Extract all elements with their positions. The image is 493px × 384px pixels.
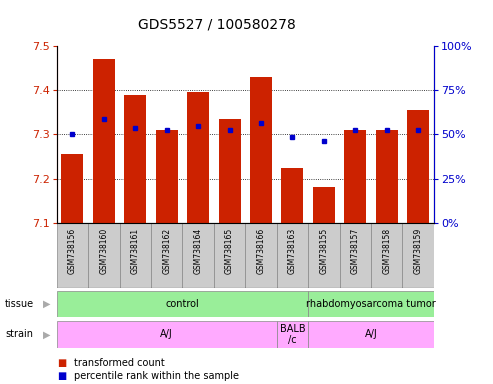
- Text: strain: strain: [5, 329, 33, 339]
- Text: percentile rank within the sample: percentile rank within the sample: [74, 371, 239, 381]
- Bar: [151, 223, 182, 288]
- Text: tissue: tissue: [5, 299, 34, 309]
- Bar: [57, 321, 277, 348]
- Text: GSM738165: GSM738165: [225, 228, 234, 274]
- Bar: [93, 59, 115, 223]
- Text: ■: ■: [57, 371, 66, 381]
- Bar: [282, 167, 303, 223]
- Text: ■: ■: [57, 358, 66, 368]
- Bar: [182, 223, 214, 288]
- Bar: [407, 110, 429, 223]
- Text: control: control: [166, 299, 199, 309]
- Bar: [156, 130, 177, 223]
- Bar: [218, 119, 241, 223]
- Text: GDS5527 / 100580278: GDS5527 / 100580278: [138, 18, 296, 32]
- Bar: [119, 223, 151, 288]
- Bar: [88, 223, 119, 288]
- Bar: [277, 223, 308, 288]
- Text: GSM738156: GSM738156: [68, 228, 77, 274]
- Bar: [308, 291, 434, 317]
- Bar: [250, 77, 272, 223]
- Text: GSM738163: GSM738163: [288, 228, 297, 274]
- Text: GSM738166: GSM738166: [256, 228, 266, 274]
- Bar: [344, 130, 366, 223]
- Text: ▶: ▶: [43, 299, 51, 309]
- Text: GSM738164: GSM738164: [194, 228, 203, 274]
- Bar: [376, 130, 398, 223]
- Text: A/J: A/J: [365, 329, 377, 339]
- Bar: [214, 223, 246, 288]
- Bar: [308, 223, 340, 288]
- Bar: [340, 223, 371, 288]
- Bar: [187, 93, 209, 223]
- Text: GSM738160: GSM738160: [99, 228, 108, 274]
- Text: A/J: A/J: [160, 329, 173, 339]
- Bar: [62, 154, 83, 223]
- Bar: [308, 321, 434, 348]
- Bar: [402, 223, 434, 288]
- Bar: [57, 223, 88, 288]
- Text: rhabdomyosarcoma tumor: rhabdomyosarcoma tumor: [306, 299, 436, 309]
- Bar: [57, 291, 308, 317]
- Text: GSM738157: GSM738157: [351, 228, 360, 274]
- Text: ▶: ▶: [43, 329, 51, 339]
- Bar: [124, 94, 146, 223]
- Text: BALB
/c: BALB /c: [280, 324, 305, 345]
- Text: GSM738161: GSM738161: [131, 228, 140, 274]
- Bar: [313, 187, 335, 223]
- Text: GSM738162: GSM738162: [162, 228, 171, 274]
- Bar: [371, 223, 402, 288]
- Text: transformed count: transformed count: [74, 358, 165, 368]
- Bar: [277, 321, 308, 348]
- Text: GSM738159: GSM738159: [414, 228, 423, 274]
- Text: GSM738158: GSM738158: [382, 228, 391, 274]
- Text: GSM738155: GSM738155: [319, 228, 328, 274]
- Bar: [245, 223, 277, 288]
